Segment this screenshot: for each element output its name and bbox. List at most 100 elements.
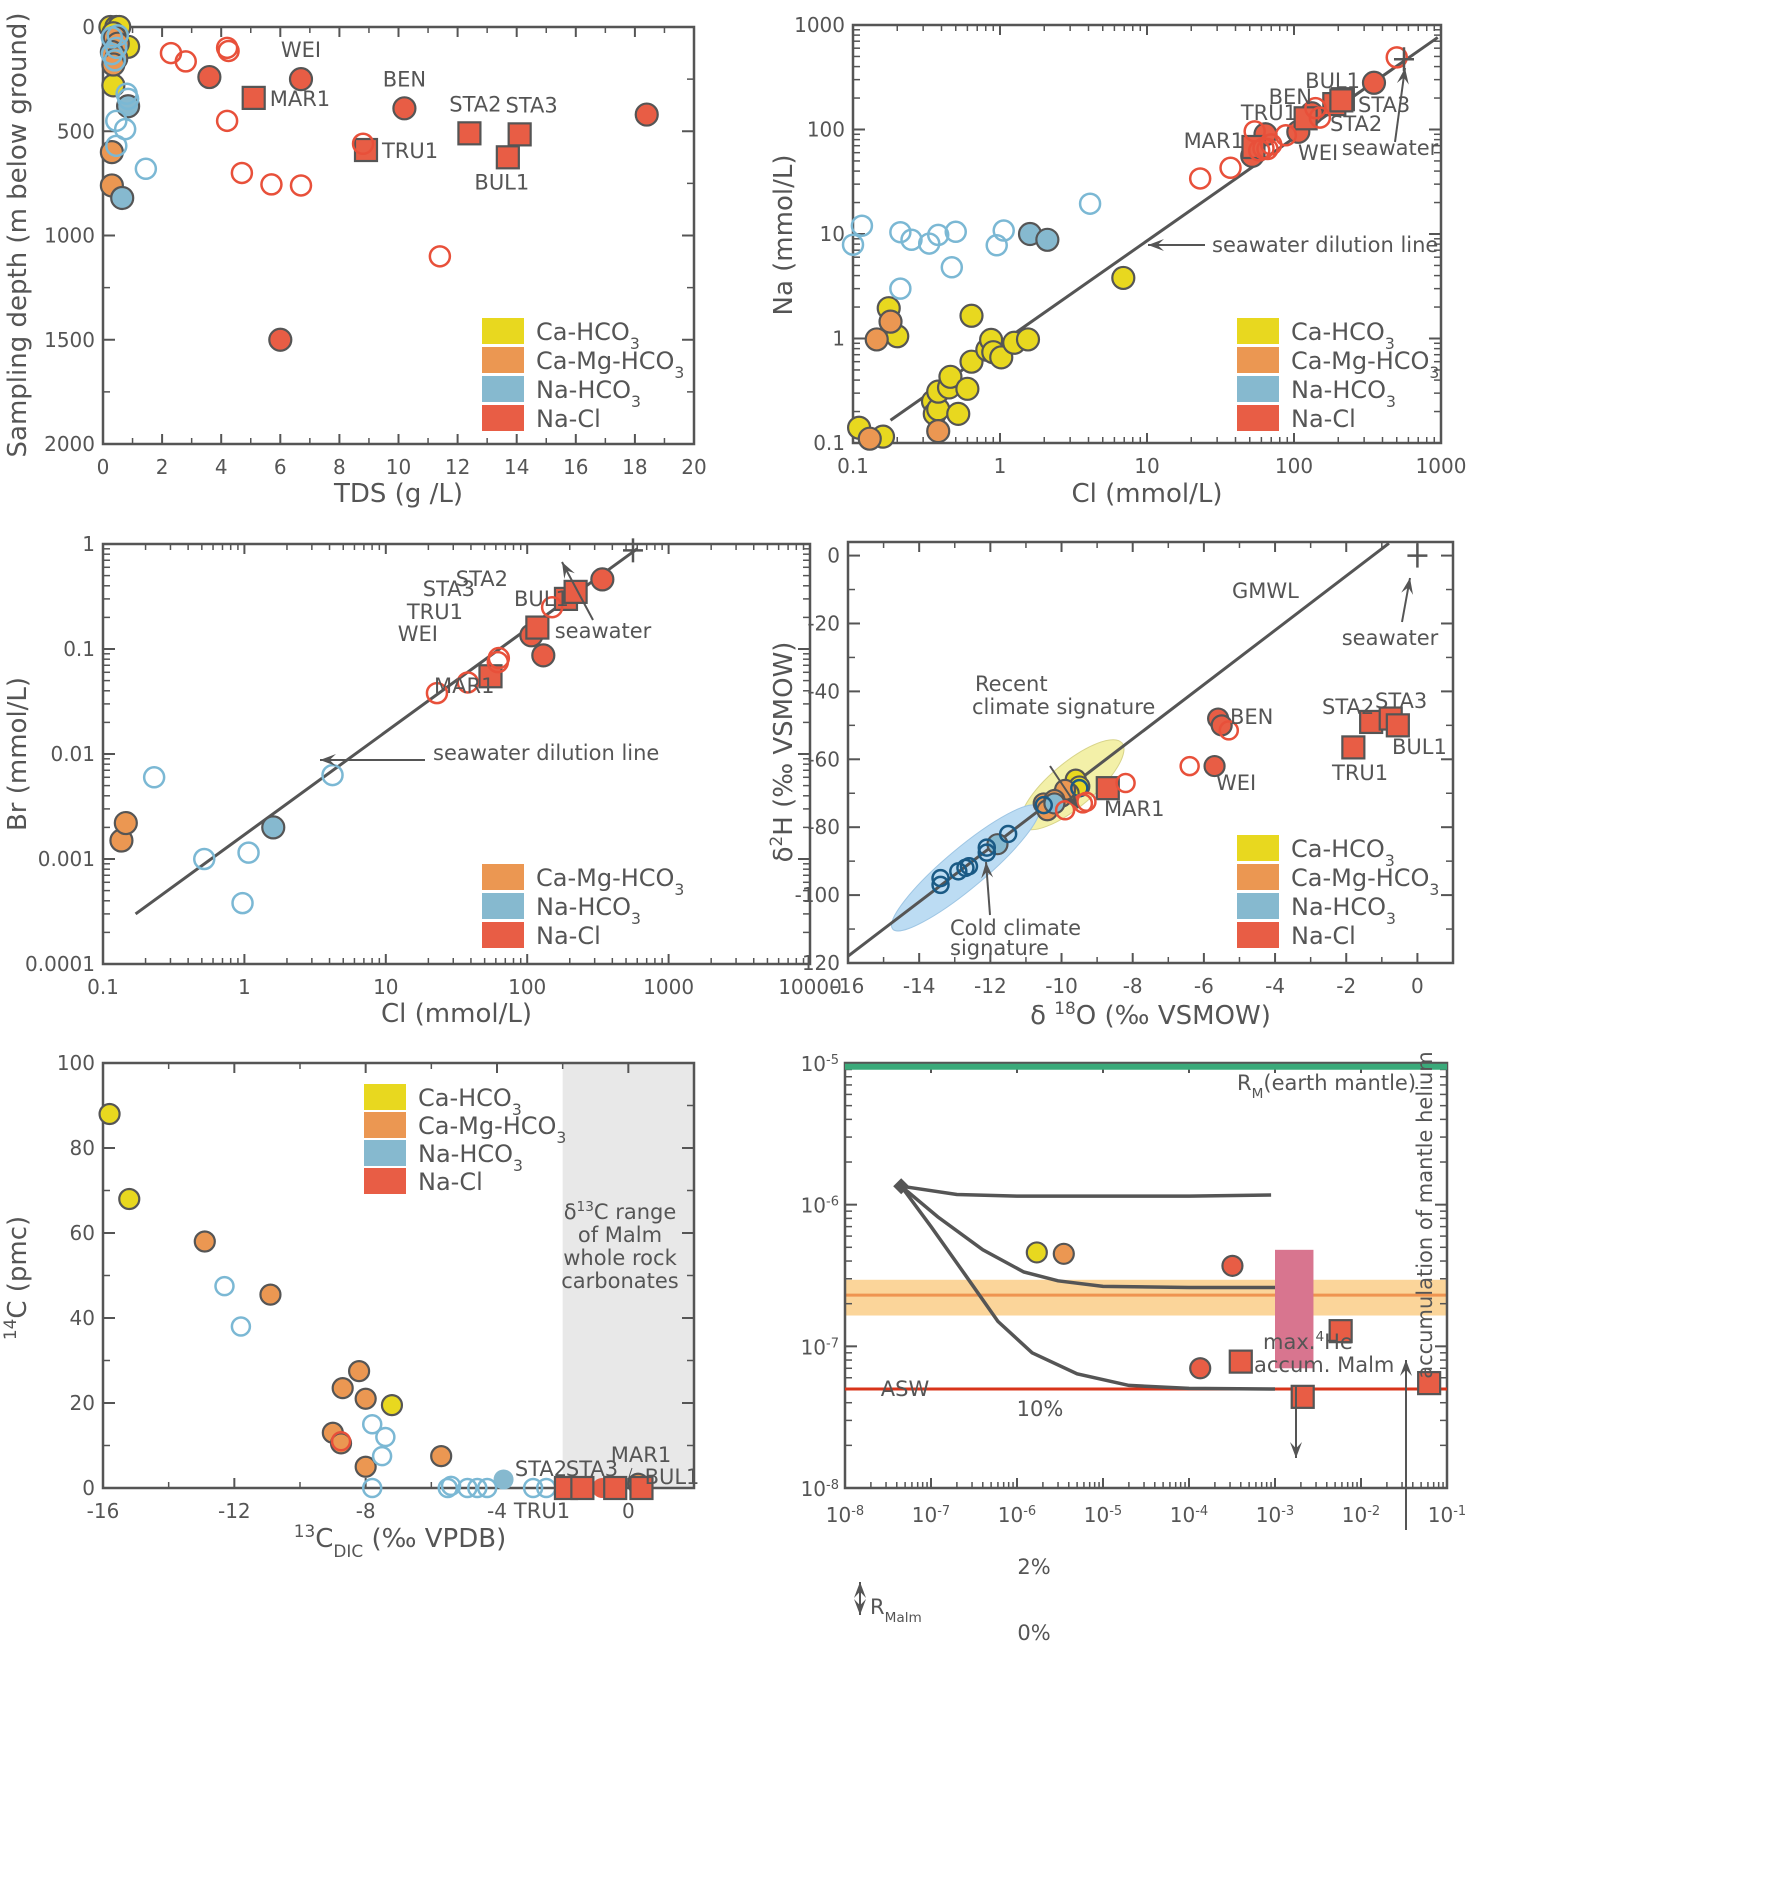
x-tick-label: 10-2 <box>1342 1503 1380 1527</box>
data-point-na-cl-open <box>289 174 313 197</box>
x-tick-label: -10 <box>1045 974 1078 998</box>
y-tick-label-part: 10 <box>801 1335 826 1359</box>
legend-swatch-na-hco3 <box>482 893 524 919</box>
legend-label-na-cl: Na-Cl <box>418 1168 483 1196</box>
y-tick-label-part: -8 <box>826 1478 839 1493</box>
data-point-na-cl-square <box>1095 776 1120 801</box>
x-tick-label: 10-3 <box>1256 1503 1294 1527</box>
malm-range-label-part: C range <box>594 1200 676 1224</box>
data-point-na-hco3-open <box>931 868 950 888</box>
point-label: MAR1 <box>611 1443 671 1467</box>
y-axis-label-part: Br (mmol/L) <box>3 677 33 831</box>
legend-label-na-cl: Na-Cl <box>1291 405 1356 433</box>
data-point-na-cl-open <box>351 132 375 156</box>
point-label: STA3 <box>1358 93 1410 117</box>
point-label: STA3 <box>423 577 475 601</box>
x-tick-label: -12 <box>218 1499 251 1523</box>
point-label: STA2 <box>1330 112 1382 136</box>
x-tick-label: -16 <box>832 974 865 998</box>
legend-label-ca-hco3: Ca-HCO3 <box>1291 318 1395 353</box>
x-tick-label: 0 <box>1411 974 1424 998</box>
point-label: BEN <box>1230 705 1273 729</box>
x-tick-label: 14 <box>504 455 529 479</box>
legend-label-ca-mg-hco3-part: 3 <box>674 881 684 899</box>
malm-range-label: δ13C range <box>564 1199 677 1224</box>
data-point-na-cl <box>634 102 659 127</box>
x-tick-label: 16 <box>563 455 588 479</box>
legend-swatch-na-cl <box>482 405 524 431</box>
y-tick-label: 10-5 <box>801 1052 839 1076</box>
data-point-ca-hco3 <box>98 1102 121 1126</box>
data-point-ca-hco3 <box>959 303 984 328</box>
x-tick-label-part: -2 <box>1367 1504 1380 1519</box>
malm-range-label-part: δ <box>564 1200 577 1224</box>
x-tick-label-part: 10 <box>826 1503 851 1527</box>
x-tick-label: 10 <box>386 455 411 479</box>
point-label: STA2 <box>515 1457 567 1481</box>
x-tick-label: 20 <box>681 455 706 479</box>
malm-range-label: carbonates <box>561 1269 679 1293</box>
data-point-na-cl-square <box>1417 1371 1442 1396</box>
data-point-na-cl <box>1203 754 1226 778</box>
data-point-na-hco3-open <box>926 223 950 247</box>
data-point-na-hco3-open <box>361 1477 383 1499</box>
data-point-na-hco3 <box>110 185 135 211</box>
data-point-na-hco3-open <box>850 214 874 237</box>
legend-label-na-hco3: Na-HCO3 <box>1291 376 1396 411</box>
mixing-curve-10pct <box>900 1184 1272 1198</box>
legend-label-ca-mg-hco3-part: Ca-Mg-HCO <box>1291 864 1429 892</box>
data-point-na-hco3-open <box>214 1275 235 1297</box>
y-tick-label: -60 <box>807 747 840 771</box>
data-point-na-cl <box>1189 1357 1212 1380</box>
asw-label: ASW <box>881 1377 930 1401</box>
data-point-na-cl-open <box>456 671 480 694</box>
data-point-na-cl-open <box>1219 156 1242 180</box>
x-tick-label-part: -5 <box>1109 1504 1122 1519</box>
legend-label-ca-mg-hco3: Ca-Mg-HCO3 <box>1291 864 1439 899</box>
x-tick-label-part: 10 <box>912 1503 937 1527</box>
y-tick-label: 20 <box>70 1391 95 1415</box>
x-tick-label: 10-5 <box>1084 1503 1122 1527</box>
y-axis-label-part: δ <box>769 846 799 862</box>
max-accum-label-part: He <box>1324 1330 1353 1354</box>
legend-swatch-na-cl <box>482 922 524 948</box>
x-tick-label: -2 <box>1336 974 1356 998</box>
legend-label-na-hco3: Na-HCO3 <box>1291 893 1396 928</box>
legend-label-na-hco3-part: 3 <box>631 393 641 411</box>
y-tick-label: 10-7 <box>801 1335 839 1359</box>
legend-label-na-hco3-part: Na-HCO <box>1291 376 1386 404</box>
legend-label-na-hco3-part: 3 <box>1386 393 1396 411</box>
x-tick-label: 8 <box>333 455 346 479</box>
legend-swatch-na-cl <box>1237 922 1279 948</box>
y-tick-label-part: 10 <box>801 1052 826 1076</box>
point-label: BEN <box>383 67 426 91</box>
data-point-na-cl-open <box>330 1431 352 1452</box>
legend-label-ca-mg-hco3-part: 3 <box>674 364 684 382</box>
data-point-ca-mg-hco3 <box>354 1387 377 1410</box>
y-tick-label: 1000 <box>794 13 845 37</box>
y-tick-label: 0.001 <box>38 847 95 871</box>
data-point-na-cl <box>268 327 293 352</box>
x-tick-label: 6 <box>274 455 287 479</box>
max-accum-label: max.4He <box>1263 1329 1353 1354</box>
x-tick-label-part: 10 <box>1170 1503 1195 1527</box>
seawater-label: seawater <box>1342 136 1439 160</box>
data-point-na-cl-square <box>507 122 532 147</box>
legend-label-na-hco3-part: 3 <box>1386 910 1396 928</box>
data-point-ca-mg-hco3 <box>878 309 903 334</box>
x-tick-label-part: 10 <box>1342 1503 1367 1527</box>
data-point-na-hco3-open <box>841 233 865 256</box>
x-tick-label: 4 <box>215 455 228 479</box>
data-point-na-cl-square <box>1228 1349 1253 1374</box>
max-accum-label-part: 4 <box>1315 1329 1324 1345</box>
r-mantle-label-part: (earth mantle) <box>1263 1071 1416 1095</box>
point-label: WEI <box>281 38 321 62</box>
legend-label-ca-mg-hco3: Ca-Mg-HCO3 <box>418 1112 566 1147</box>
data-point-na-hco3 <box>1035 227 1060 252</box>
data-point-ca-mg-hco3 <box>926 418 951 444</box>
data-point-na-cl-open <box>230 161 254 185</box>
legend-label-ca-mg-hco3-part: 3 <box>1429 881 1439 899</box>
legend-label-na-cl-part: Na-Cl <box>536 405 601 433</box>
data-point-na-hco3-open <box>237 841 260 864</box>
r-malm-arrow-down-head <box>854 1599 866 1615</box>
